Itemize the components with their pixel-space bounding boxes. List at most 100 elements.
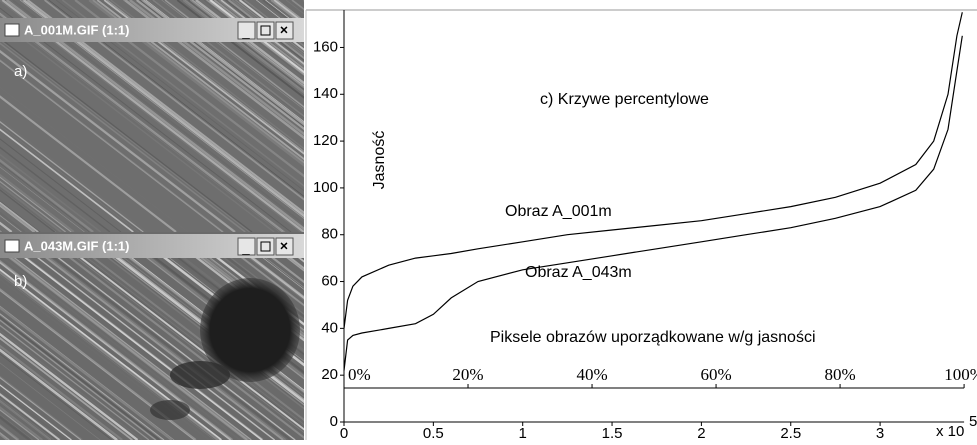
window-buttons[interactable]: _ × [237, 237, 294, 256]
streak [0, 176, 72, 232]
streak [319, 0, 621, 232]
streak [329, 0, 631, 232]
streak [0, 330, 142, 440]
streak [26, 258, 265, 440]
streak [207, 258, 304, 333]
chart-title: c) Krzywe percentylowe [540, 91, 709, 108]
streak [45, 258, 284, 440]
streak [0, 348, 118, 440]
streak [0, 313, 165, 440]
streak [0, 138, 122, 232]
streak [305, 0, 607, 232]
y-tick-label: 100 [313, 179, 338, 196]
streak [0, 305, 175, 440]
streak [275, 0, 304, 23]
streak [374, 0, 676, 232]
streak [0, 315, 161, 440]
streak [6, 258, 244, 440]
percent-tick-label: 60% [700, 365, 731, 384]
streak [338, 0, 640, 232]
streak [250, 258, 304, 300]
streak [13, 258, 252, 440]
streak [306, 0, 608, 232]
window-buttons[interactable]: _ × [237, 21, 294, 40]
streak [92, 258, 304, 421]
streak [0, 123, 141, 232]
streak [223, 258, 304, 321]
streak [275, 0, 304, 23]
streak [2, 258, 241, 440]
streak [314, 0, 616, 232]
streak [0, 377, 82, 440]
streak [312, 0, 614, 232]
streak [336, 0, 638, 232]
streak [363, 0, 665, 232]
streak [225, 258, 304, 319]
streak [0, 397, 55, 440]
streak [309, 0, 611, 232]
streak [368, 0, 670, 232]
streak [377, 0, 679, 232]
streak [47, 258, 287, 440]
streak [202, 258, 304, 336]
percent-tick-label: 20% [452, 365, 483, 384]
streak [317, 0, 619, 232]
window-icon [4, 239, 20, 253]
streak [0, 59, 224, 232]
streak [252, 258, 304, 298]
streak [79, 258, 304, 431]
streak [0, 158, 94, 232]
streak [45, 258, 284, 440]
streak [0, 344, 123, 440]
streak [215, 258, 304, 326]
streak [273, 0, 304, 25]
streak [0, 42, 246, 232]
streak [368, 0, 670, 232]
x-axis-label: Piksele obrazów uporządkowane w/g jasnoś… [490, 329, 816, 346]
streak [0, 396, 57, 440]
streak [291, 0, 304, 11]
streak [0, 166, 85, 232]
streak [197, 258, 304, 340]
window-icon [4, 23, 20, 37]
x-tick-label: 2.5 [780, 425, 801, 440]
streak [8, 258, 248, 440]
streak [0, 94, 178, 232]
x-multiplier: x 10 [936, 423, 964, 440]
streak [0, 384, 72, 440]
streak [200, 258, 304, 338]
streak [359, 0, 661, 232]
streak [346, 0, 648, 232]
streak [0, 180, 66, 232]
streak [0, 183, 62, 232]
streak [24, 258, 264, 440]
series-line [343, 35, 963, 371]
streak [0, 128, 134, 232]
streak [289, 258, 304, 270]
streak [321, 0, 623, 232]
streak [0, 306, 173, 440]
series-label: Obraz A_043m [525, 264, 632, 281]
streak [318, 0, 620, 232]
streak [396, 0, 698, 232]
y-tick-label: 0 [330, 413, 338, 430]
y-tick-label: 120 [313, 132, 338, 149]
streak [230, 258, 304, 315]
window-title: A_001M.GIF (1:1) [24, 22, 129, 37]
streak [36, 258, 276, 440]
streak [0, 146, 111, 232]
streak [0, 153, 102, 232]
image-window: A_043M.GIF (1:1) _ × b) [0, 232, 304, 440]
y-tick-label: 40 [321, 319, 338, 336]
streak [369, 0, 671, 232]
y-tick-label: 80 [321, 226, 338, 243]
streak [303, 0, 304, 2]
streak [0, 324, 150, 440]
streak [54, 258, 292, 440]
x-tick-label: 0.5 [423, 425, 444, 440]
y-tick-label: 60 [321, 273, 338, 290]
streak [268, 0, 304, 29]
percent-tick-label: 80% [824, 365, 855, 384]
y-axis-label: Jasność [371, 131, 388, 190]
